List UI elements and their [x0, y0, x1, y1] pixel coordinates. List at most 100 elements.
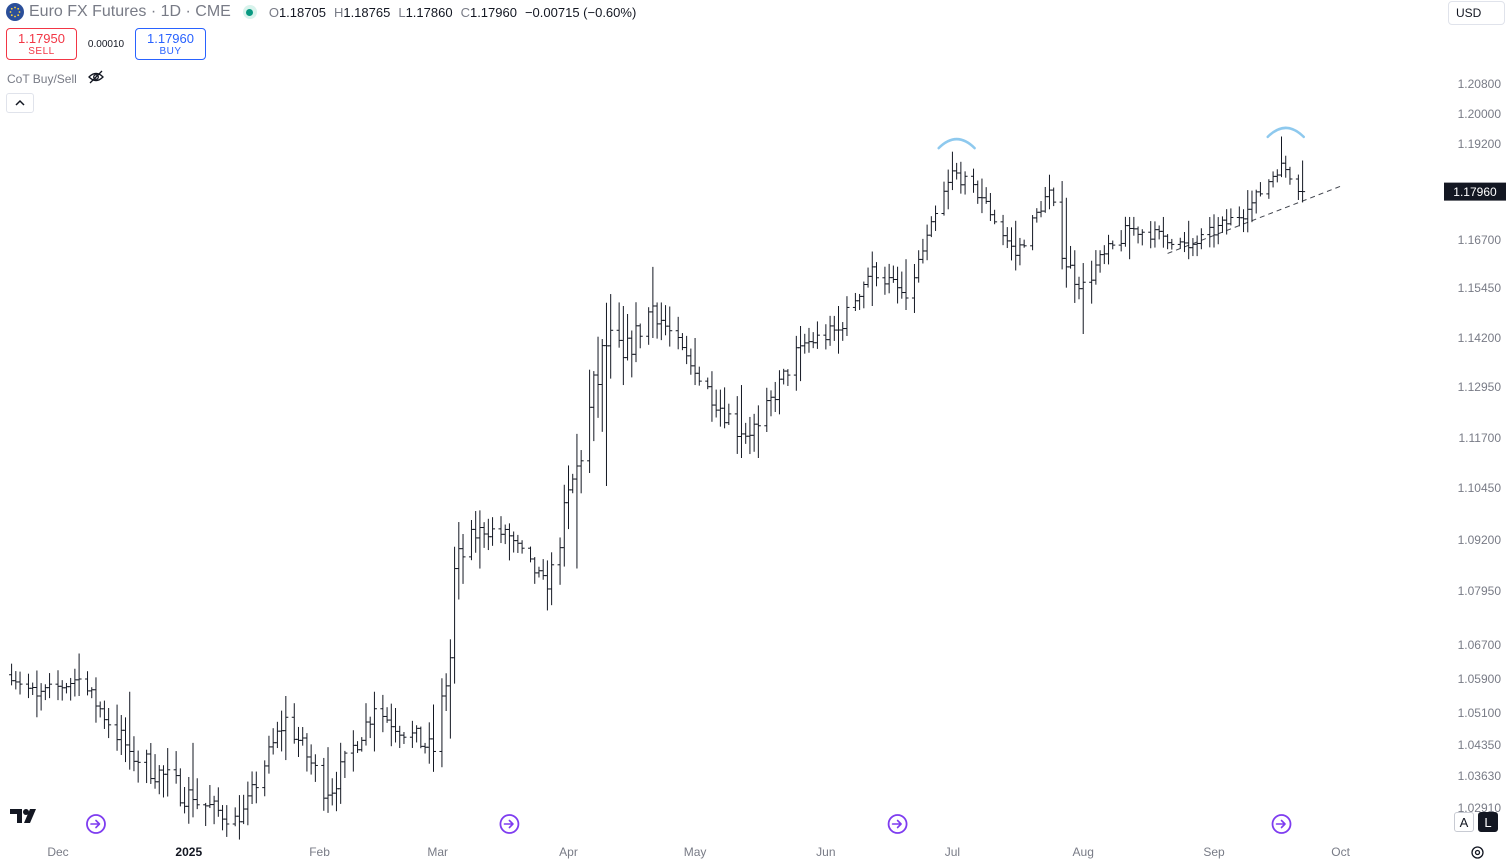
ohlc-bar	[63, 682, 69, 694]
ohlc-bar	[595, 336, 601, 418]
ohlc-bar	[958, 161, 964, 194]
ohlc-bar	[266, 735, 272, 774]
ohlc-bar	[869, 251, 875, 306]
symbol-header: Euro FX Futures · 1D · CME O1.18705 H1.1…	[6, 3, 636, 21]
ohlc-bar	[928, 216, 934, 238]
economic-event-icon[interactable]	[86, 814, 106, 834]
ohlc-bar	[1034, 208, 1040, 223]
price-tick-label: 1.04350	[1458, 738, 1502, 752]
tradingview-logo-icon[interactable]	[10, 808, 42, 829]
sell-button[interactable]: 1.17950 SELL	[6, 28, 77, 60]
price-axis[interactable]: 1.20800 1.20000 1.19200 1.16700 1.15450 1.142…	[1444, 77, 1506, 815]
ohlc-bar	[422, 742, 428, 754]
ohlc-bar	[814, 321, 820, 349]
ohlc-bar	[886, 263, 892, 294]
ohlc-bar	[203, 802, 209, 827]
ohlc-bar	[1295, 174, 1301, 200]
ohlc-bar	[490, 517, 496, 546]
price-tick-label: 1.19200	[1458, 137, 1502, 151]
time-axis[interactable]: Dec 2025 Feb Mar Apr May Jun Jul Aug Sep Oct	[47, 845, 1350, 859]
ohlc-bar	[1097, 250, 1103, 273]
ohlc-bar	[979, 178, 985, 214]
gear-icon[interactable]	[1470, 845, 1485, 865]
ohlc-bar	[798, 326, 804, 382]
ohlc-close: C1.17960	[460, 4, 517, 20]
ohlc-bar	[810, 332, 816, 349]
ohlc-bar	[1177, 237, 1183, 249]
ohlc-bar	[975, 180, 981, 204]
ohlc-bar	[578, 450, 584, 494]
ohlc-bar	[186, 776, 192, 824]
ohlc-bar	[971, 168, 977, 193]
ohlc-bar	[743, 422, 749, 444]
ohlc-bar	[738, 385, 744, 458]
price-tick-label: 1.20000	[1458, 107, 1502, 121]
ohlc-bar	[1122, 216, 1128, 247]
arc-drawing[interactable]	[1266, 126, 1305, 139]
ohlc-bar	[274, 721, 280, 749]
time-tick-label: Oct	[1331, 845, 1350, 859]
ohlc-bar	[363, 703, 369, 746]
eye-hidden-icon[interactable]	[87, 70, 105, 87]
ohlc-bar	[177, 768, 183, 807]
buy-button[interactable]: 1.17960 BUY	[135, 28, 206, 60]
ohlc-bar	[755, 405, 761, 458]
currency-selector[interactable]: USD	[1448, 1, 1505, 25]
ohlc-bar	[443, 673, 449, 712]
ohlc-bar	[114, 704, 120, 751]
ohlc-bar	[722, 387, 728, 429]
ohlc-bar	[1046, 174, 1052, 210]
ohlc-bar	[540, 559, 546, 580]
ohlc-bar	[751, 413, 757, 452]
ohlc-bar	[325, 747, 331, 813]
collapse-legend-button[interactable]	[6, 93, 34, 113]
ohlc-bar	[1190, 238, 1196, 257]
ohlc-bars	[9, 136, 1306, 840]
ohlc-bar	[650, 266, 656, 338]
ohlc-bar	[127, 691, 133, 770]
symbol-title[interactable]: Euro FX Futures · 1D · CME	[29, 3, 231, 20]
ohlc-bar	[47, 673, 53, 699]
ohlc-bar	[1181, 232, 1187, 253]
ohlc-bar	[135, 750, 141, 783]
ohlc-low: L1.17860	[398, 4, 453, 20]
ohlc-bar	[1169, 238, 1175, 250]
ohlc-bar	[1106, 234, 1112, 265]
economic-event-icon[interactable]	[499, 814, 520, 834]
ohlc-bar	[1152, 221, 1158, 248]
ohlc-bar	[696, 366, 702, 386]
ohlc-bar	[85, 671, 91, 696]
auto-scale-button[interactable]: A	[1454, 812, 1474, 832]
ohlc-bar	[675, 316, 681, 350]
ohlc-bar	[899, 271, 905, 299]
log-scale-button[interactable]: L	[1478, 812, 1498, 832]
support-trendline[interactable]	[1167, 185, 1341, 254]
ohlc-bar	[1245, 190, 1251, 233]
economic-event-icon[interactable]	[1271, 814, 1292, 834]
ohlc-bar	[903, 259, 909, 310]
ohlc-bar	[544, 560, 550, 611]
ohlc-bar	[236, 795, 242, 840]
ohlc-bar	[954, 162, 960, 180]
ohlc-bar	[625, 314, 631, 361]
ohlc-bar	[806, 327, 812, 353]
ohlc-bar	[321, 757, 327, 811]
economic-event-icon[interactable]	[887, 814, 908, 834]
ohlc-bar	[224, 805, 230, 837]
arc-drawing[interactable]	[937, 137, 976, 150]
ohlc-bar	[72, 668, 78, 697]
ohlc-bar	[637, 323, 643, 349]
ohlc-bar	[1215, 217, 1221, 245]
price-tick-label: 1.09200	[1458, 533, 1502, 547]
indicator-name[interactable]: CoT Buy/Sell	[7, 71, 77, 86]
ohlc-bar	[962, 171, 968, 195]
ohlc-bar	[1300, 160, 1306, 203]
ohlc-bar	[452, 546, 458, 684]
ohlc-bar	[1118, 230, 1124, 252]
svg-text:1.17960: 1.17960	[1453, 185, 1497, 199]
ohlc-bar	[333, 771, 339, 812]
ohlc-bar	[1211, 214, 1217, 248]
ohlc-bar	[911, 263, 917, 313]
ohlc-bar	[633, 302, 639, 363]
